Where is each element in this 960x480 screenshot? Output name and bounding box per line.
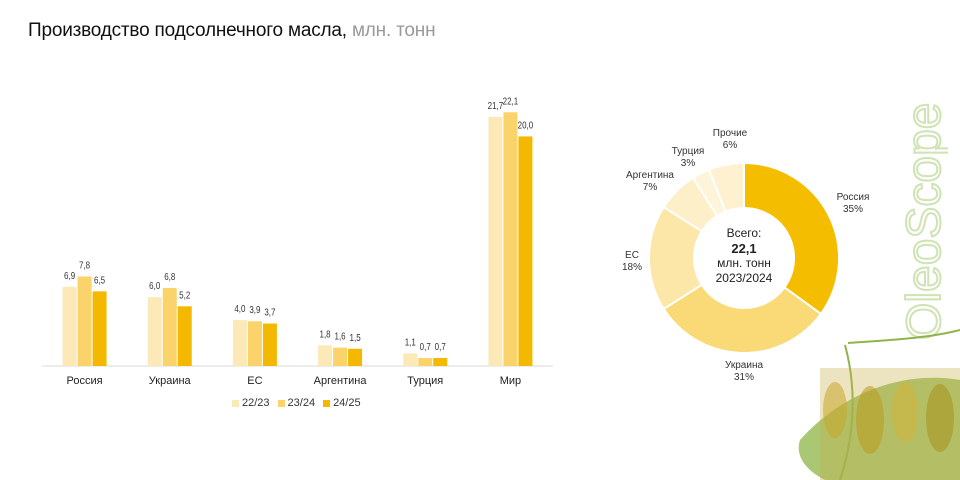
bar-5-0 bbox=[488, 116, 503, 366]
legend-label-2: 24/25 bbox=[333, 397, 361, 409]
page-title: Производство подсолнечного масла, млн. т… bbox=[28, 20, 436, 42]
donut-center: Всего: 22,1 млн. тонн 2023/2024 bbox=[694, 226, 794, 286]
title-main: Производство подсолнечного масла, bbox=[28, 20, 347, 41]
bar-label-4-0: 1,1 bbox=[405, 337, 416, 348]
bar-label-3-1: 1,6 bbox=[335, 331, 346, 342]
legend-swatch-1 bbox=[277, 399, 285, 407]
leaf-stroke bbox=[839, 344, 854, 480]
bar-4-0 bbox=[403, 353, 418, 366]
bar-0-0 bbox=[62, 286, 77, 366]
brand-logo: OleoScope bbox=[898, 102, 948, 342]
category-label-0: Россия bbox=[67, 375, 103, 387]
bottle-1 bbox=[823, 382, 847, 438]
bar-label-5-2: 20,0 bbox=[518, 120, 534, 131]
leaf-stroke-2 bbox=[847, 329, 960, 344]
bar-1-2 bbox=[177, 306, 192, 366]
donut-label-name-1: Украина bbox=[724, 360, 764, 371]
bar-4-2 bbox=[433, 357, 448, 366]
donut-slice-0 bbox=[743, 161, 840, 316]
donut-label-0: Россия 35% bbox=[813, 192, 893, 216]
bar-label-0-1: 7,8 bbox=[79, 260, 90, 271]
donut-label-4: Турция 3% bbox=[648, 146, 728, 170]
donut-label-name-4: Турция bbox=[671, 146, 705, 157]
donut-slice-5 bbox=[707, 161, 745, 213]
bar-2-0 bbox=[232, 320, 247, 366]
bar-label-5-1: 22,1 bbox=[503, 95, 519, 106]
bar-label-5-0: 21,7 bbox=[488, 100, 504, 111]
donut-label-value-5: 6% bbox=[722, 140, 738, 151]
donut-label-5: Прочие 6% bbox=[690, 128, 770, 152]
bar-label-4-1: 0,7 bbox=[420, 341, 431, 352]
bar-0-1 bbox=[77, 276, 92, 366]
donut-center-unit: млн. тонн bbox=[717, 256, 771, 270]
bar-1-0 bbox=[147, 297, 162, 366]
donut-label-name-0: Россия bbox=[836, 192, 870, 203]
bar-chart: 6,9 7,8 6,5 Россия 6,0 6,8 5,2 Украина 4,0 3,9 3,7… bbox=[42, 95, 553, 387]
legend-swatch-2 bbox=[323, 399, 331, 407]
bottle-4 bbox=[926, 384, 954, 452]
bottle-3 bbox=[892, 382, 918, 442]
legend-swatch-0 bbox=[232, 399, 239, 407]
bar-label-3-0: 1,8 bbox=[320, 329, 331, 340]
bar-3-2 bbox=[348, 348, 363, 366]
donut-label-name-2: ЕС bbox=[625, 250, 639, 261]
bar-label-3-2: 1,5 bbox=[350, 332, 361, 343]
legend-item-2: 24/25 bbox=[323, 397, 361, 409]
bar-3-1 bbox=[333, 347, 348, 366]
bar-1-1 bbox=[162, 287, 177, 366]
bar-2-2 bbox=[262, 323, 277, 366]
legend-label-1: 23/24 bbox=[287, 397, 316, 409]
category-label-3: Аргентина bbox=[314, 375, 368, 387]
legend-item-1: 23/24 bbox=[277, 397, 316, 409]
donut-label-3: Аргентина 7% bbox=[610, 170, 690, 194]
donut-center-year: 2023/2024 bbox=[715, 271, 773, 285]
donut-center-total: 22,1 bbox=[731, 241, 757, 256]
donut-label-value-3: 7% bbox=[642, 182, 658, 193]
bar-label-1-2: 5,2 bbox=[179, 289, 190, 300]
category-label-4: Турция bbox=[407, 375, 443, 387]
donut-label-1: Украина 31% bbox=[704, 360, 784, 384]
donut-label-name-5: Прочие bbox=[712, 128, 748, 139]
bar-label-2-1: 3,9 bbox=[249, 304, 260, 315]
category-label-5: Мир bbox=[500, 375, 521, 387]
title-unit: млн. тонн bbox=[351, 20, 436, 41]
donut-slice-1 bbox=[662, 283, 823, 354]
bar-label-0-0: 6,9 bbox=[64, 270, 75, 281]
bar-2-1 bbox=[247, 321, 262, 366]
bar-label-4-2: 0,7 bbox=[435, 341, 446, 352]
bar-5-2 bbox=[518, 136, 533, 366]
bar-label-2-0: 4,0 bbox=[234, 303, 245, 314]
bar-4-1 bbox=[418, 357, 433, 366]
bar-0-2 bbox=[92, 291, 107, 366]
donut-label-value-4: 3% bbox=[680, 158, 696, 169]
bar-5-1 bbox=[503, 112, 518, 367]
brand-logo-text: OleoScope bbox=[898, 103, 948, 341]
bar-3-0 bbox=[318, 345, 333, 366]
chart-legend: 22/23 23/24 24/25 bbox=[232, 397, 361, 409]
bottle-2 bbox=[856, 386, 884, 454]
legend-item-0: 22/23 bbox=[232, 397, 270, 409]
bar-label-2-2: 3,7 bbox=[264, 307, 275, 318]
bar-label-0-2: 6,5 bbox=[94, 275, 105, 286]
donut-label-value-2: 18% bbox=[621, 262, 642, 273]
legend-label-0: 22/23 bbox=[242, 397, 270, 409]
donut-label-name-3: Аргентина bbox=[626, 170, 674, 181]
donut-center-line1: Всего: bbox=[726, 226, 762, 240]
category-label-1: Украина bbox=[149, 375, 192, 387]
donut-label-value-1: 31% bbox=[733, 372, 754, 383]
bar-label-1-1: 6,8 bbox=[164, 271, 175, 282]
donut-label-value-0: 35% bbox=[842, 204, 863, 215]
donut-label-2: ЕС 18% bbox=[592, 250, 672, 274]
category-label-2: ЕС bbox=[247, 375, 262, 387]
bar-label-1-0: 6,0 bbox=[149, 280, 160, 291]
